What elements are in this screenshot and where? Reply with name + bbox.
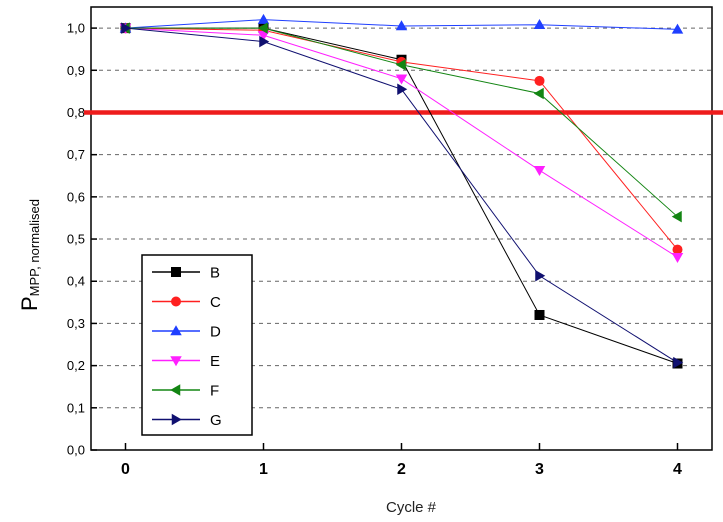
data-point bbox=[671, 210, 682, 223]
data-point bbox=[395, 20, 408, 31]
y-tick-label: 0,5 bbox=[67, 232, 85, 247]
data-point bbox=[533, 87, 544, 100]
y-axis-label-subscript: MPP, normalised bbox=[27, 199, 42, 296]
series-F bbox=[119, 22, 682, 223]
y-tick-label: 0,4 bbox=[67, 274, 85, 289]
legend-entry-B: B bbox=[152, 265, 220, 282]
legend-label: F bbox=[210, 383, 219, 400]
data-point bbox=[534, 75, 545, 86]
y-tick-label: 0,3 bbox=[67, 316, 85, 331]
data-point bbox=[257, 13, 270, 24]
data-point bbox=[672, 244, 683, 255]
data-point bbox=[534, 309, 545, 320]
x-tick-label: 1 bbox=[259, 461, 268, 478]
y-axis: 0,0 0,1 0,2 0,3 0,4 0,5 0,6 0,7 0,8 0,9 1,0 bbox=[67, 21, 97, 458]
legend-marker bbox=[170, 384, 181, 396]
x-tick-label: 2 bbox=[397, 461, 406, 478]
legend-label: G bbox=[210, 412, 222, 429]
legend-entry-C: C bbox=[152, 294, 221, 311]
y-tick-label: 0,6 bbox=[67, 189, 85, 204]
data-point bbox=[259, 35, 270, 48]
svg-text:PMPP, normalised: PMPP, normalised bbox=[17, 199, 42, 311]
y-tick-label: 0,8 bbox=[67, 105, 85, 120]
legend-marker bbox=[171, 296, 181, 307]
x-axis: 0 1 2 3 4 bbox=[121, 443, 682, 478]
data-point bbox=[395, 59, 406, 71]
legend-entry-E: E bbox=[152, 353, 220, 370]
legend-marker bbox=[170, 356, 182, 367]
data-point bbox=[257, 22, 268, 34]
y-tick-label: 0,0 bbox=[67, 443, 85, 458]
legend-label: D bbox=[210, 324, 221, 341]
data-point bbox=[397, 83, 408, 96]
y-axis-label-main: P bbox=[17, 296, 42, 311]
legend-entry-F: F bbox=[152, 383, 219, 400]
y-tick-label: 0,1 bbox=[67, 400, 85, 415]
data-point bbox=[395, 74, 408, 85]
series-group bbox=[119, 13, 684, 369]
data-point bbox=[671, 252, 684, 263]
y-tick-label: 0,2 bbox=[67, 358, 85, 373]
legend-marker bbox=[171, 413, 182, 426]
x-axis-label: Cycle # bbox=[386, 499, 437, 516]
legend-box bbox=[141, 254, 253, 436]
x-tick-label: 3 bbox=[535, 461, 544, 478]
legend-marker bbox=[171, 267, 181, 277]
data-point bbox=[673, 356, 684, 369]
y-axis-label: PMPP, normalised bbox=[17, 199, 42, 311]
series-D bbox=[119, 13, 684, 34]
legend-entry-G: G bbox=[152, 412, 222, 429]
data-point bbox=[121, 22, 132, 34]
data-point bbox=[535, 270, 546, 282]
data-point bbox=[533, 18, 546, 29]
x-tick-label: 0 bbox=[121, 461, 130, 478]
legend-entry-D: D bbox=[152, 324, 221, 341]
legend-label: E bbox=[210, 353, 220, 370]
y-tick-label: 0,7 bbox=[67, 147, 85, 162]
x-tick-label: 4 bbox=[673, 461, 682, 478]
series-C bbox=[120, 23, 683, 255]
series-G bbox=[121, 22, 684, 369]
legend-marker bbox=[170, 325, 182, 336]
data-point bbox=[671, 23, 684, 34]
data-point bbox=[257, 31, 270, 42]
legend-label: C bbox=[210, 294, 221, 311]
y-tick-label: 1,0 bbox=[67, 21, 85, 36]
legend-label: B bbox=[210, 265, 220, 282]
data-point bbox=[533, 166, 546, 177]
y-tick-label: 0,9 bbox=[67, 63, 85, 78]
